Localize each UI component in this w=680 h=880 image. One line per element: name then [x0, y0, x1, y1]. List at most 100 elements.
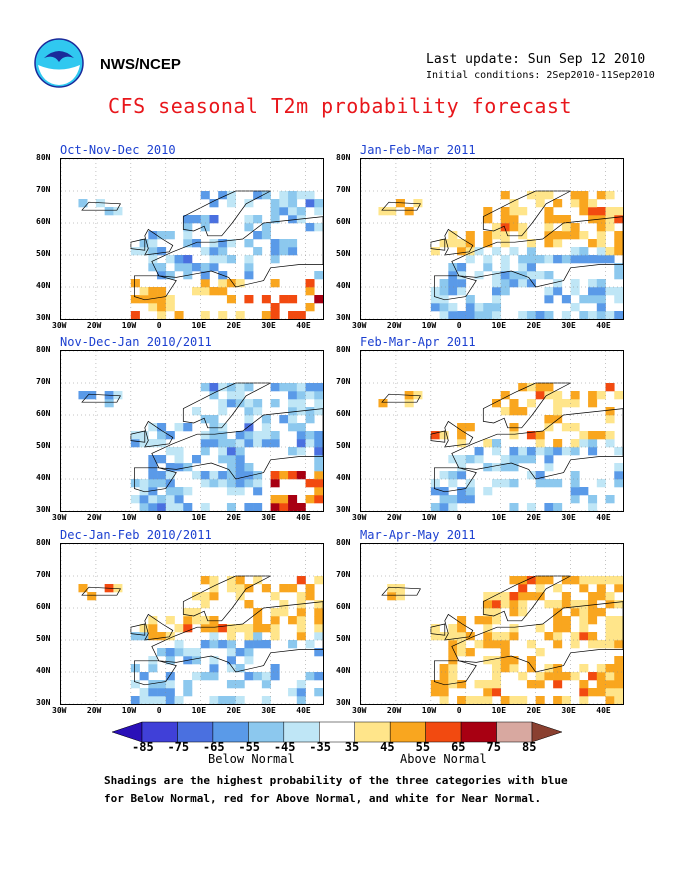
probability-cell: [553, 287, 563, 296]
probability-cell: [596, 255, 606, 264]
probability-cell: [261, 423, 271, 432]
probability-cell: [518, 279, 528, 288]
probability-cell: [492, 439, 502, 448]
probability-cell: [244, 295, 254, 304]
probability-cell: [209, 584, 219, 593]
probability-cell: [535, 255, 545, 264]
forecast-map: [60, 543, 324, 705]
probability-cell: [209, 624, 219, 633]
probability-cell: [605, 255, 615, 264]
probability-cell: [492, 223, 502, 232]
probability-cell: [139, 495, 149, 504]
probability-cell: [314, 431, 323, 440]
probability-cell: [588, 431, 598, 440]
probability-cell: [483, 688, 493, 697]
probability-cell: [544, 311, 554, 319]
probability-cell: [296, 431, 306, 440]
probability-cell: [544, 215, 554, 224]
probability-cell: [200, 415, 210, 424]
probability-cell: [588, 632, 598, 641]
lon-tick-label: 30E: [261, 706, 276, 715]
probability-cell: [570, 247, 580, 256]
probability-cell: [296, 688, 306, 697]
probability-cell: [535, 191, 545, 200]
probability-cell: [588, 391, 598, 400]
probability-cell: [570, 391, 580, 400]
probability-cell: [518, 311, 528, 319]
probability-cell: [579, 247, 589, 256]
probability-cell: [614, 664, 623, 673]
probability-cell: [244, 271, 254, 280]
probability-cell: [305, 415, 315, 424]
probability-cell: [570, 231, 580, 240]
lon-tick-label: 40E: [296, 706, 311, 715]
probability-cell: [226, 479, 236, 488]
probability-cell: [253, 576, 263, 585]
probability-cell: [226, 191, 236, 200]
probability-cell: [270, 199, 280, 208]
probability-cell: [544, 231, 554, 240]
probability-cell: [235, 399, 245, 408]
probability-cell: [192, 656, 202, 665]
probability-cell: [253, 231, 263, 240]
probability-cell: [270, 399, 280, 408]
probability-cell: [314, 223, 323, 232]
probability-cell: [148, 471, 158, 480]
probability-cell: [509, 279, 519, 288]
probability-cell: [226, 383, 236, 392]
probability-cell: [605, 207, 615, 216]
coastline: [444, 613, 474, 641]
probability-cell: [526, 279, 536, 288]
colorbar-tick-label: -35: [309, 740, 331, 754]
probability-cell: [174, 455, 184, 464]
lon-tick-label: 10W: [121, 706, 137, 715]
probability-cell: [570, 495, 580, 504]
probability-cell: [544, 223, 554, 232]
probability-cell: [395, 592, 405, 601]
probability-cell: [288, 391, 298, 400]
probability-cell: [157, 503, 167, 511]
probability-cell: [544, 191, 554, 200]
coastline: [430, 238, 446, 251]
lon-tick-label: 0: [456, 706, 462, 715]
probability-cell: [314, 576, 323, 585]
lon-tick-label: 10E: [491, 706, 507, 715]
probability-cell: [200, 600, 210, 609]
probability-cell: [465, 648, 475, 657]
coastline: [81, 586, 121, 596]
probability-cell: [588, 608, 598, 617]
page-title: CFS seasonal T2m probability forecast: [107, 94, 573, 118]
probability-cell: [439, 503, 449, 511]
lon-tick-label: 0: [456, 321, 462, 330]
probability-cell: [553, 632, 563, 641]
probability-cell: [596, 688, 606, 697]
probability-cell: [209, 263, 219, 272]
probability-cell: [305, 407, 315, 416]
probability-cell: [588, 503, 598, 511]
probability-cell: [526, 263, 536, 272]
probability-cell: [139, 287, 149, 296]
probability-cell: [165, 616, 175, 625]
probability-cell: [157, 696, 167, 704]
probability-cell: [235, 664, 245, 673]
probability-cell: [596, 680, 606, 689]
probability-cell: [500, 215, 510, 224]
probability-cell: [165, 696, 175, 704]
probability-cell: [483, 239, 493, 248]
coastline: [430, 430, 446, 443]
probability-cell: [430, 632, 440, 641]
probability-cell: [270, 279, 280, 288]
probability-cell: [596, 640, 606, 649]
probability-cell: [148, 439, 158, 448]
probability-cell: [261, 624, 271, 633]
probability-cell: [261, 231, 271, 240]
probability-cell: [279, 295, 289, 304]
probability-cell: [148, 455, 158, 464]
colorbar-tick-label: 85: [522, 740, 537, 754]
probability-cell: [296, 383, 306, 392]
probability-cell: [579, 584, 589, 593]
probability-cell: [305, 479, 315, 488]
probability-cell: [448, 503, 458, 511]
lat-tick-label: 30N: [336, 698, 351, 707]
probability-cell: [209, 391, 219, 400]
